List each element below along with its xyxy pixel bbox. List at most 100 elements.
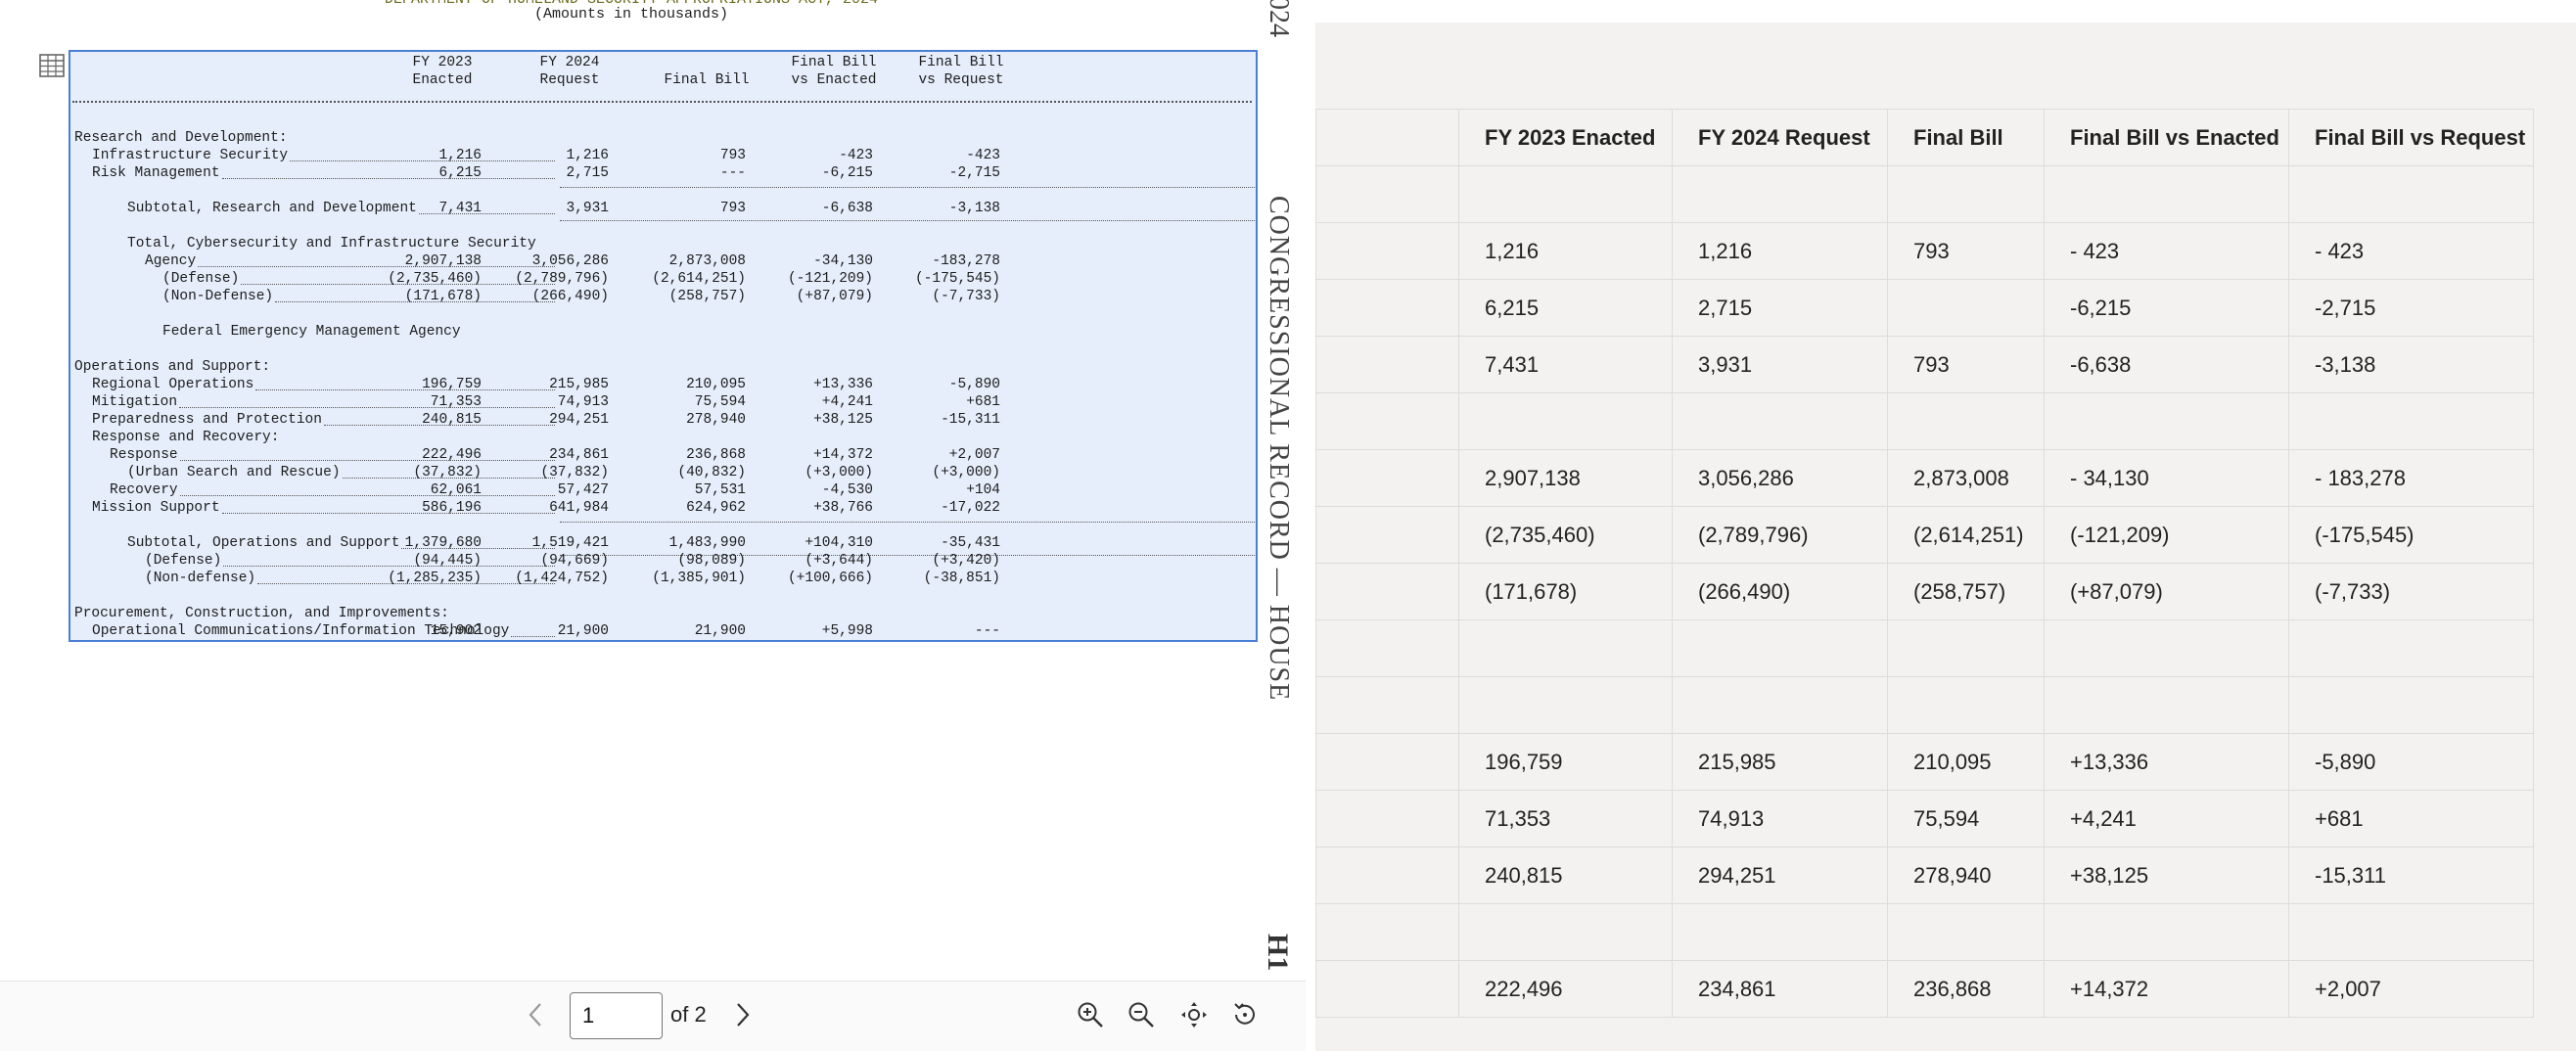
table-cell[interactable] <box>2044 903 2289 961</box>
table-cell[interactable] <box>1315 279 1459 337</box>
table-cell[interactable] <box>1315 563 1459 620</box>
table-cell[interactable]: 6,215 <box>1458 279 1673 337</box>
table-cell[interactable]: +4,241 <box>2044 790 2289 847</box>
table-cell[interactable]: 75,594 <box>1887 790 2045 847</box>
table-cell[interactable]: +14,372 <box>2044 960 2289 1018</box>
table-cell[interactable] <box>1672 165 1888 223</box>
grid-column-header[interactable]: Final Bill <box>1887 109 2045 166</box>
table-row[interactable]: (171,678) (266,490) (258,757) (+87,079) (-7,… <box>1315 563 2534 620</box>
table-cell[interactable] <box>1458 676 1673 734</box>
table-row[interactable]: 222,496 234,861 236,868 +14,372 +2,007 <box>1315 960 2534 1018</box>
table-cell[interactable]: 2,715 <box>1672 279 1888 337</box>
table-row[interactable]: 196,759 215,985 210,095 +13,336 -5,890 <box>1315 733 2534 791</box>
grid-column-header[interactable]: Final Bill vs Request <box>2288 109 2534 166</box>
table-cell[interactable]: - 34,130 <box>2044 449 2289 507</box>
grid-column-header[interactable]: FY 2023 Enacted <box>1458 109 1673 166</box>
table-row[interactable] <box>1315 165 2534 223</box>
table-cell[interactable] <box>1315 392 1459 450</box>
table-cell[interactable] <box>1887 903 2045 961</box>
table-cell[interactable]: 1,216 <box>1672 222 1888 280</box>
table-cell[interactable] <box>2044 676 2289 734</box>
table-selection-region[interactable]: FY 2023 Enacted FY 2024 Request Final Bill Fi… <box>69 50 1258 642</box>
table-row[interactable]: 1,216 1,216 793- 423- 423 <box>1315 222 2534 280</box>
rotate-button[interactable] <box>1225 995 1265 1034</box>
zoom-out-button[interactable] <box>1122 995 1161 1034</box>
table-cell[interactable]: 71,353 <box>1458 790 1673 847</box>
table-cell[interactable]: (2,789,796) <box>1672 506 1888 564</box>
table-cell[interactable] <box>1315 903 1459 961</box>
page-number-input[interactable] <box>570 992 663 1039</box>
table-cell[interactable]: 236,868 <box>1887 960 2045 1018</box>
table-cell[interactable]: 2,907,138 <box>1458 449 1673 507</box>
table-cell[interactable] <box>1458 165 1673 223</box>
table-cell[interactable]: - 183,278 <box>2288 449 2534 507</box>
table-cell[interactable] <box>1887 676 2045 734</box>
table-row[interactable]: (2,735,460) (2,789,796) (2,614,251) (-121,2… <box>1315 506 2534 564</box>
table-cell[interactable]: - 423 <box>2288 222 2534 280</box>
table-cell[interactable] <box>1315 676 1459 734</box>
table-cell[interactable] <box>1458 619 1673 677</box>
previous-page-button[interactable] <box>517 995 556 1034</box>
table-cell[interactable]: 196,759 <box>1458 733 1673 791</box>
table-cell[interactable] <box>1672 903 1888 961</box>
table-cell[interactable]: 222,496 <box>1458 960 1673 1018</box>
table-cell[interactable] <box>1315 846 1459 904</box>
table-cell[interactable]: (-7,733) <box>2288 563 2534 620</box>
table-cell[interactable]: (171,678) <box>1458 563 1673 620</box>
table-cell[interactable]: (-121,209) <box>2044 506 2289 564</box>
table-cell[interactable]: (266,490) <box>1672 563 1888 620</box>
table-cell[interactable]: 278,940 <box>1887 846 2045 904</box>
table-cell[interactable] <box>1315 960 1459 1018</box>
table-cell[interactable] <box>1887 279 2045 337</box>
table-row[interactable]: 240,815 294,251 278,940 +38,125 -15,311 <box>1315 846 2534 904</box>
table-cell[interactable] <box>2288 619 2534 677</box>
table-row[interactable]: 6,215 2,715 -6,215 -2,715 <box>1315 279 2534 337</box>
table-cell[interactable] <box>1887 165 2045 223</box>
grid-column-header[interactable]: Final Bill vs Enacted <box>2044 109 2289 166</box>
table-row[interactable]: 7,431 3,931 793 -6,638 -3,138 <box>1315 336 2534 393</box>
grid-column-header[interactable]: FY 2024 Request <box>1672 109 1888 166</box>
table-cell[interactable] <box>1315 506 1459 564</box>
table-row[interactable]: 71,353 74,913 75,594 +4,241 +681 <box>1315 790 2534 847</box>
table-cell[interactable] <box>1315 733 1459 791</box>
table-cell[interactable] <box>2044 392 2289 450</box>
table-cell[interactable] <box>1672 392 1888 450</box>
table-row[interactable]: 2,907,138 3,056,286 2,873,008- 34,130- 183… <box>1315 449 2534 507</box>
table-cell[interactable]: +2,007 <box>2288 960 2534 1018</box>
table-cell[interactable]: 240,815 <box>1458 846 1673 904</box>
table-cell[interactable]: 294,251 <box>1672 846 1888 904</box>
table-cell[interactable] <box>1315 449 1459 507</box>
table-cell[interactable]: 215,985 <box>1672 733 1888 791</box>
table-cell[interactable] <box>1315 165 1459 223</box>
table-cell[interactable]: (2,735,460) <box>1458 506 1673 564</box>
table-row[interactable] <box>1315 903 2534 961</box>
table-cell[interactable] <box>2044 619 2289 677</box>
table-row[interactable] <box>1315 619 2534 677</box>
table-cell[interactable]: (2,614,251) <box>1887 506 2045 564</box>
table-cell[interactable] <box>2288 903 2534 961</box>
next-page-button[interactable] <box>722 995 761 1034</box>
table-cell[interactable]: -6,215 <box>2044 279 2289 337</box>
table-cell[interactable] <box>1315 222 1459 280</box>
table-cell[interactable]: -6,638 <box>2044 336 2289 393</box>
table-cell[interactable]: 2,873,008 <box>1887 449 2045 507</box>
table-cell[interactable] <box>1315 336 1459 393</box>
table-cell[interactable]: +38,125 <box>2044 846 2289 904</box>
table-cell[interactable] <box>2288 676 2534 734</box>
table-cell[interactable] <box>1315 790 1459 847</box>
table-cell[interactable] <box>1672 676 1888 734</box>
extracted-table[interactable]: FY 2023 Enacted FY 2024 Request Final Bill… <box>1315 109 2534 1018</box>
table-cell[interactable]: (+87,079) <box>2044 563 2289 620</box>
grid-header-blank[interactable] <box>1315 109 1459 166</box>
table-cell[interactable]: -15,311 <box>2288 846 2534 904</box>
zoom-in-button[interactable] <box>1071 995 1110 1034</box>
table-cell[interactable] <box>1887 619 2045 677</box>
table-cell[interactable] <box>1887 392 2045 450</box>
table-cell[interactable]: +681 <box>2288 790 2534 847</box>
table-cell[interactable]: 793 <box>1887 222 2045 280</box>
table-cell[interactable]: 234,861 <box>1672 960 1888 1018</box>
table-cell[interactable]: -3,138 <box>2288 336 2534 393</box>
table-cell[interactable] <box>1458 903 1673 961</box>
table-row[interactable] <box>1315 392 2534 450</box>
table-icon[interactable] <box>37 51 67 80</box>
